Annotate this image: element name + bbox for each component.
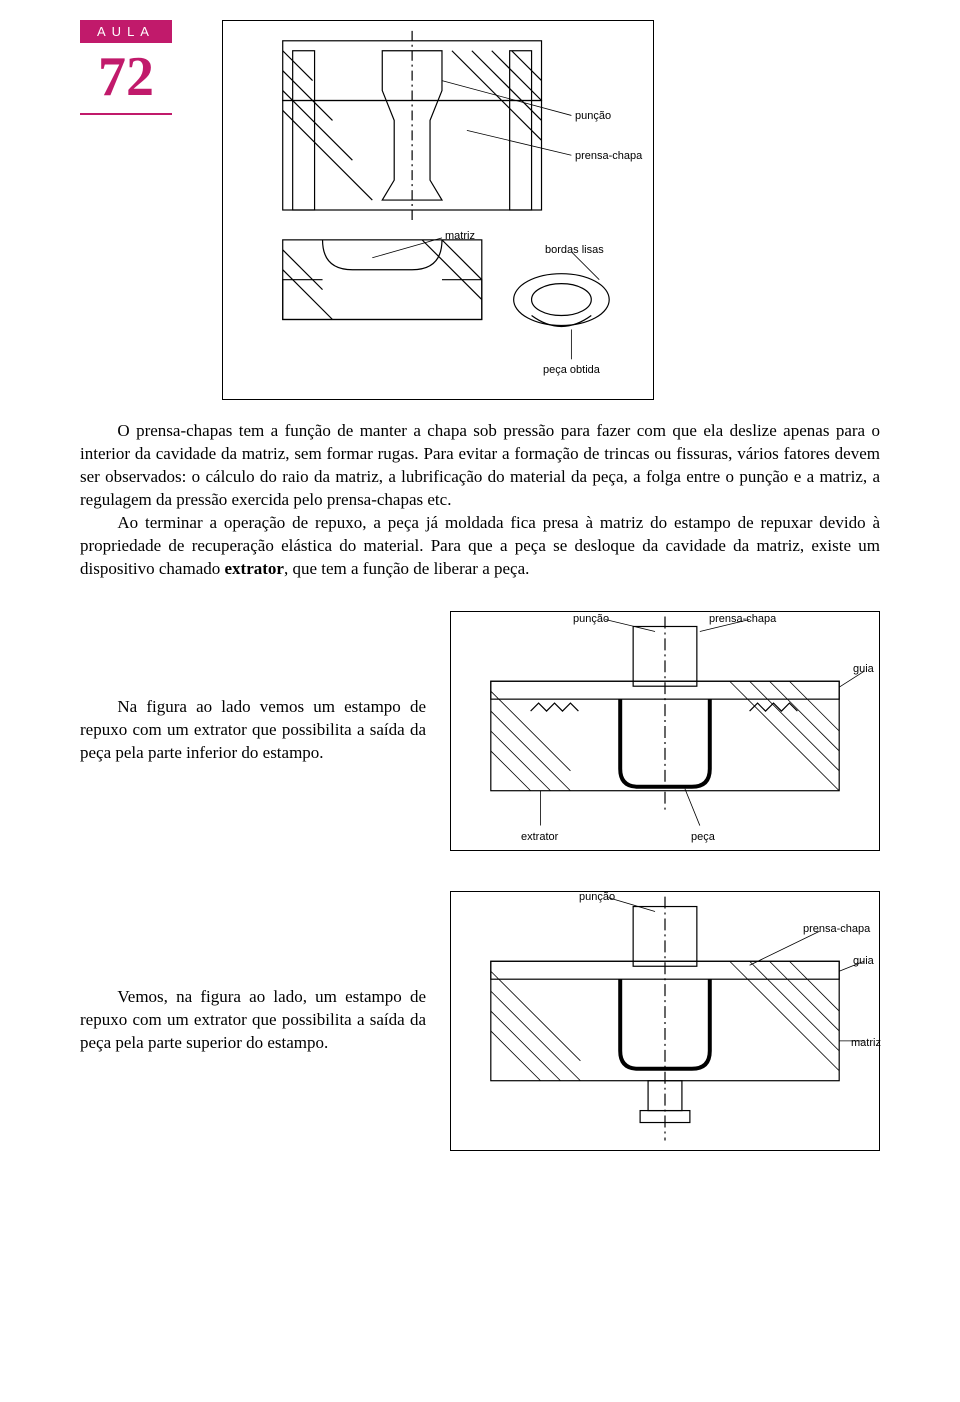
row-figure-3: Vemos, na figura ao lado, um estampo de … <box>80 891 880 1151</box>
fig2-label-peca: peça <box>691 830 715 845</box>
fig1-label-puncao: punção <box>575 109 611 124</box>
paragraph-2: Ao terminar a operação de repuxo, a peça… <box>80 512 880 581</box>
fig3-label-prensa-chapa: prensa-chapa <box>803 922 870 937</box>
figure-2-svg <box>451 611 879 851</box>
fig3-label-guia: guia <box>853 954 874 969</box>
fig1-label-matriz: matriz <box>445 229 475 244</box>
fig1-label-bordas-lisas: bordas lisas <box>545 243 604 258</box>
paragraph-1: O prensa-chapas tem a função de manter a… <box>80 420 880 512</box>
fig2-label-extrator: extrator <box>521 830 558 845</box>
figure-1: punção prensa-chapa matriz bordas lisas … <box>222 20 654 400</box>
fig3-label-matriz: matriz <box>851 1036 881 1051</box>
fig2-label-guia: guia <box>853 662 874 677</box>
term-extrator: extrator <box>224 559 283 578</box>
row-figure-2: Na figura ao lado vemos um estampo de re… <box>80 611 880 851</box>
aula-badge: AULA 72 <box>80 20 172 115</box>
fig1-label-peca-obtida: peça obtida <box>543 363 600 378</box>
aula-label: AULA <box>80 20 172 43</box>
fig3-label-puncao: punção <box>579 890 615 905</box>
header-row: AULA 72 <box>80 20 880 400</box>
fig2-label-puncao: punção <box>573 612 609 627</box>
paragraph-3: Na figura ao lado vemos um estampo de re… <box>80 696 426 765</box>
fig2-label-prensa-chapa: prensa-chapa <box>709 612 776 627</box>
figure-3: punção prensa-chapa guia matriz <box>450 891 880 1151</box>
fig1-label-prensa-chapa: prensa-chapa <box>575 149 642 164</box>
figure-1-svg <box>223 20 653 400</box>
figure-2: punção prensa-chapa guia extrator peça <box>450 611 880 851</box>
paragraph-2b: , que tem a função de liberar a peça. <box>284 559 529 578</box>
paragraph-4: Vemos, na figura ao lado, um estampo de … <box>80 986 426 1055</box>
aula-number: 72 <box>80 43 172 115</box>
